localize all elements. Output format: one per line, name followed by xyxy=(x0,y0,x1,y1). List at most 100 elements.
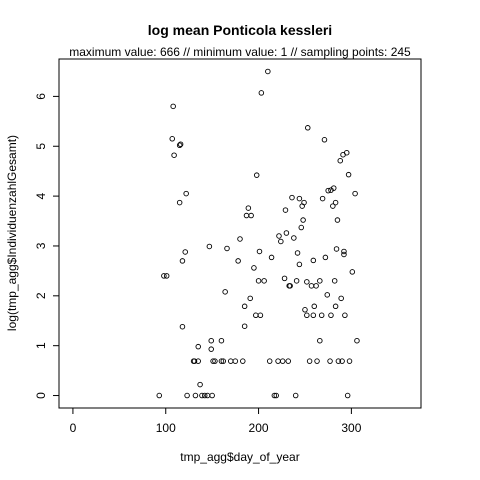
data-point xyxy=(258,90,265,96)
data-point xyxy=(328,312,334,319)
data-point xyxy=(317,278,323,284)
data-point xyxy=(317,337,323,344)
data-point xyxy=(163,273,170,279)
data-point xyxy=(346,358,353,364)
data-point xyxy=(289,194,295,201)
data-point xyxy=(177,141,184,148)
data-point xyxy=(296,261,303,268)
data-point xyxy=(339,358,345,364)
data-point xyxy=(310,257,317,264)
y-tick-label: 5 xyxy=(34,143,48,150)
data-point xyxy=(220,358,227,364)
data-point xyxy=(265,68,271,75)
data-point xyxy=(183,190,189,197)
data-point xyxy=(275,358,281,364)
data-point xyxy=(247,295,253,302)
data-point xyxy=(301,199,307,206)
data-point xyxy=(332,303,339,310)
data-point xyxy=(197,381,203,388)
data-point xyxy=(291,235,297,241)
data-point xyxy=(310,312,317,319)
data-point xyxy=(332,199,339,206)
data-point xyxy=(352,190,358,197)
data-point xyxy=(313,283,319,289)
data-point xyxy=(343,149,350,156)
data-point xyxy=(314,358,320,364)
data-point xyxy=(195,343,201,350)
data-point xyxy=(327,358,333,364)
data-point xyxy=(192,392,199,399)
data-point xyxy=(349,269,356,275)
data-point xyxy=(292,392,299,399)
data-point xyxy=(334,217,341,223)
data-point xyxy=(235,258,241,264)
x-tick-label: 200 xyxy=(249,421,269,435)
data-point xyxy=(282,207,289,213)
data-point xyxy=(199,392,205,399)
y-tick-label: 1 xyxy=(34,342,48,349)
data-point xyxy=(304,312,310,319)
data-points xyxy=(156,68,360,399)
data-point xyxy=(243,212,250,219)
data-point xyxy=(241,303,248,310)
data-point xyxy=(293,278,300,284)
y-tick-label: 6 xyxy=(34,93,48,100)
data-point xyxy=(338,295,344,302)
data-point xyxy=(305,125,311,131)
data-point xyxy=(283,230,290,236)
data-point xyxy=(304,279,310,285)
data-point xyxy=(354,337,360,344)
data-point xyxy=(210,358,216,364)
data-point xyxy=(273,392,279,399)
data-point xyxy=(341,248,347,255)
data-point xyxy=(344,392,351,399)
data-point xyxy=(184,392,190,399)
data-point xyxy=(179,323,186,330)
data-point xyxy=(319,195,326,202)
data-point xyxy=(161,273,167,279)
data-point xyxy=(204,392,211,399)
data-point xyxy=(253,172,260,178)
data-point xyxy=(195,358,201,364)
data-point xyxy=(227,358,234,364)
data-point xyxy=(296,195,303,202)
data-point xyxy=(245,205,252,211)
y-tick-label: 3 xyxy=(34,242,48,249)
data-point xyxy=(212,358,218,364)
data-point xyxy=(276,233,282,239)
data-point xyxy=(285,358,292,364)
data-point xyxy=(237,236,243,242)
x-tick-label: 0 xyxy=(70,421,77,435)
data-point xyxy=(224,245,230,252)
data-point xyxy=(321,137,328,143)
data-point xyxy=(300,217,306,223)
data-point xyxy=(330,185,337,191)
y-axis-label: log(tmp_agg$IndividuenzahlGesamt) xyxy=(5,135,19,331)
data-point xyxy=(256,248,263,255)
data-point xyxy=(241,323,248,329)
data-point xyxy=(218,337,225,344)
x-axis: 0 100 200 300 xyxy=(70,408,362,435)
data-point xyxy=(255,278,262,284)
data-point xyxy=(208,346,214,352)
data-point xyxy=(171,152,177,158)
data-point xyxy=(208,337,214,344)
y-tick-label: 4 xyxy=(34,192,48,199)
y-axis: 0 1 2 3 4 5 6 xyxy=(34,93,59,399)
x-tick-label: 300 xyxy=(341,421,361,435)
data-point xyxy=(170,103,176,110)
data-point xyxy=(324,292,331,298)
data-point xyxy=(253,312,259,319)
data-point xyxy=(287,283,293,289)
data-point xyxy=(278,238,284,245)
data-point xyxy=(191,358,198,364)
data-point xyxy=(206,243,213,250)
x-tick-label: 100 xyxy=(156,421,176,435)
data-point xyxy=(169,136,175,142)
data-point xyxy=(261,278,267,284)
data-point xyxy=(325,187,331,194)
data-point xyxy=(232,358,239,364)
data-point xyxy=(281,275,288,282)
data-point xyxy=(279,358,286,364)
